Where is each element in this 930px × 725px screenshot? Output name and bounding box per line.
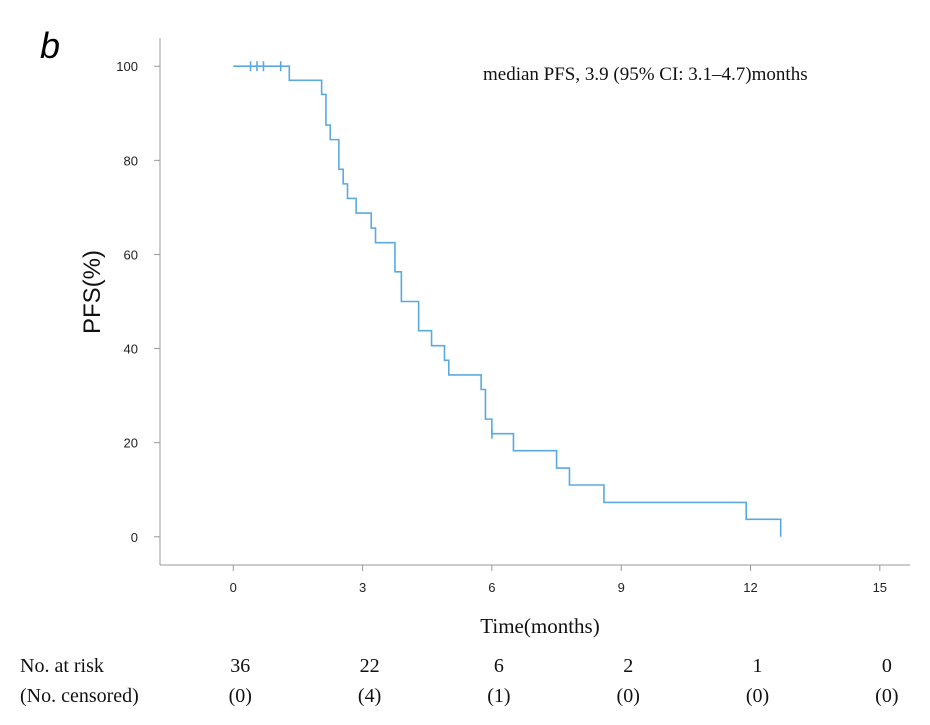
x-tick-label: 6 bbox=[488, 580, 495, 595]
at-risk-count: 2 bbox=[623, 655, 633, 677]
y-axis-label: PFS(%) bbox=[79, 250, 106, 334]
risk-cells: 36 (0) 22 (4) 6 (1) 2 (0) 1 (0) 0 (0) bbox=[229, 655, 899, 707]
km-step-line bbox=[233, 65, 782, 537]
censored-count: (4) bbox=[358, 685, 381, 707]
censored-count: (0) bbox=[617, 685, 640, 707]
at-risk-count: 36 bbox=[230, 655, 250, 677]
x-ticks: 0 3 6 9 12 15 bbox=[230, 565, 887, 595]
at-risk-count: 6 bbox=[494, 655, 504, 677]
panel-label: b bbox=[40, 25, 60, 66]
x-tick-label: 3 bbox=[359, 580, 366, 595]
y-tick-label: 60 bbox=[124, 247, 138, 262]
at-risk-count: 0 bbox=[882, 655, 892, 677]
y-tick-label: 80 bbox=[124, 153, 138, 168]
y-ticks: 0 20 40 60 80 100 bbox=[116, 59, 160, 545]
series-pfs bbox=[233, 61, 782, 537]
risk-table: No. at risk (No. censored) 36 (0) 22 (4) 6 (1… bbox=[20, 655, 898, 707]
censored-count: (1) bbox=[487, 685, 510, 707]
y-tick-label: 0 bbox=[131, 530, 138, 545]
censored-count: (0) bbox=[875, 685, 898, 707]
y-tick-label: 100 bbox=[116, 59, 138, 74]
median-annotation: median PFS, 3.9 (95% CI: 3.1–4.7)months bbox=[483, 64, 808, 85]
risk-row-label-at-risk: No. at risk bbox=[20, 655, 104, 677]
y-tick-label: 20 bbox=[124, 436, 138, 451]
x-axis-label: Time(months) bbox=[480, 614, 599, 638]
x-tick-label: 15 bbox=[873, 580, 887, 595]
x-tick-label: 9 bbox=[618, 580, 625, 595]
risk-row-label-censored: (No. censored) bbox=[20, 685, 139, 707]
censored-count: (0) bbox=[229, 685, 252, 707]
x-tick-label: 12 bbox=[743, 580, 757, 595]
at-risk-count: 22 bbox=[360, 655, 380, 677]
x-tick-label: 0 bbox=[230, 580, 237, 595]
censored-count: (0) bbox=[746, 685, 769, 707]
at-risk-count: 1 bbox=[753, 655, 763, 677]
axes: 0 20 40 60 80 100 0 3 6 9 12 15 bbox=[116, 38, 910, 595]
y-tick-label: 40 bbox=[124, 342, 138, 357]
